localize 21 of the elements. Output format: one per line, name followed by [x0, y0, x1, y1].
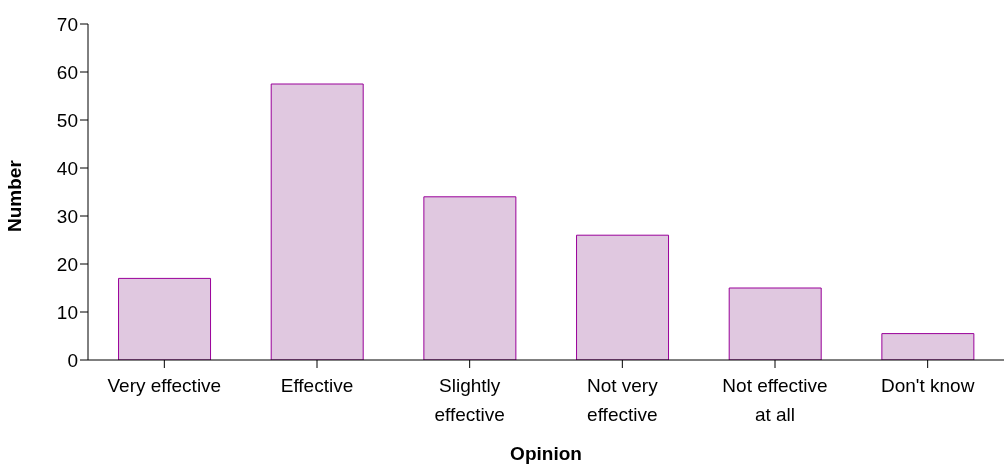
y-tick-label: 70: [56, 13, 78, 35]
bar: [728, 287, 822, 360]
x-tick-label: Don't know: [880, 375, 975, 396]
bar: [576, 234, 670, 360]
bar: [270, 83, 364, 360]
x-axis-title: Opinion: [510, 443, 582, 464]
y-tick-label: 20: [56, 253, 78, 275]
bar: [423, 196, 517, 360]
y-tick-label: 50: [56, 109, 78, 131]
y-tick-label: 30: [56, 205, 78, 227]
bar: [118, 277, 212, 360]
y-tick-label: 0: [67, 349, 78, 371]
x-tick-label: Not effective at all: [722, 375, 828, 425]
x-tick-label: Slightly effective: [434, 375, 505, 425]
y-tick-label: 10: [56, 301, 78, 323]
x-tick-label: Effective: [280, 375, 354, 396]
y-tick-label: 60: [56, 61, 78, 83]
y-tick-label: 40: [56, 157, 78, 179]
bar: [881, 333, 975, 360]
x-tick-label: Not very effective: [586, 375, 659, 425]
x-tick-label: Very effective: [107, 375, 222, 396]
